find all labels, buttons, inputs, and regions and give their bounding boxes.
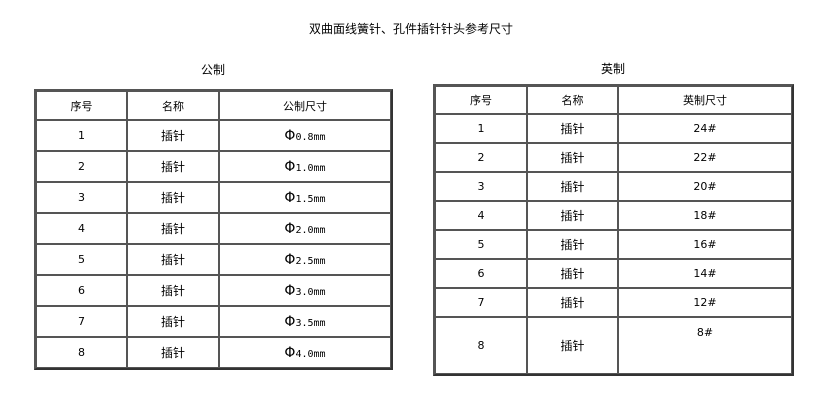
- size-value: 0.8mm: [295, 131, 326, 143]
- diameter-symbol: Φ: [284, 313, 296, 330]
- header-cell: 序号: [36, 91, 127, 120]
- table-row: 6 插针 14#: [435, 259, 792, 288]
- table-row: 2 插针 22#: [435, 143, 792, 172]
- row-size: Φ3.0mm: [219, 275, 391, 306]
- table-row: 4 插针 Φ2.0mm: [36, 213, 391, 244]
- imperial-table: 序号 名称 英制尺寸 1 插针 24# 2 插针 22# 3 插针 20# 4 插针 …: [433, 84, 794, 376]
- row-size: Φ1.0mm: [219, 151, 391, 182]
- row-name: 插针: [127, 337, 219, 368]
- diameter-symbol: Φ: [284, 158, 296, 175]
- row-number: 2: [36, 151, 127, 182]
- row-name: 插针: [527, 230, 618, 259]
- table-header-row: 序号 名称 公制尺寸: [36, 91, 391, 120]
- row-size: Φ3.5mm: [219, 306, 391, 337]
- size-value: 3.5mm: [295, 317, 326, 329]
- table-row: 3 插针 Φ1.5mm: [36, 182, 391, 213]
- row-number: 4: [36, 213, 127, 244]
- row-size: 8#: [618, 317, 792, 374]
- row-size: Φ2.5mm: [219, 244, 391, 275]
- row-number: 6: [36, 275, 127, 306]
- table-row: 2 插针 Φ1.0mm: [36, 151, 391, 182]
- row-number: 1: [36, 120, 127, 151]
- table-row: 6 插针 Φ3.0mm: [36, 275, 391, 306]
- header-cell: 英制尺寸: [618, 86, 792, 114]
- row-number: 4: [435, 201, 527, 230]
- metric-caption: 公制: [200, 63, 225, 77]
- diameter-symbol: Φ: [284, 282, 296, 299]
- size-value: 1.0mm: [295, 162, 326, 174]
- row-name: 插针: [527, 114, 618, 143]
- row-number: 8: [36, 337, 127, 368]
- row-size: 20#: [618, 172, 792, 201]
- row-size: Φ2.0mm: [219, 213, 391, 244]
- row-name: 插针: [527, 143, 618, 172]
- table-row: 7 插针 12#: [435, 288, 792, 317]
- row-name: 插针: [127, 182, 219, 213]
- row-size: Φ1.5mm: [219, 182, 391, 213]
- row-size: 22#: [618, 143, 792, 172]
- table-row: 4 插针 18#: [435, 201, 792, 230]
- row-name: 插针: [127, 213, 219, 244]
- row-number: 7: [36, 306, 127, 337]
- page-title: 双曲面线簧针、孔件插针针头参考尺寸: [308, 22, 513, 36]
- table-row: 5 插针 Φ2.5mm: [36, 244, 391, 275]
- table-row: 7 插针 Φ3.5mm: [36, 306, 391, 337]
- row-name: 插针: [527, 317, 618, 374]
- size-value: 3.0mm: [295, 286, 326, 298]
- table-header-row: 序号 名称 英制尺寸: [435, 86, 792, 114]
- size-value: 1.5mm: [295, 193, 326, 205]
- diameter-symbol: Φ: [284, 189, 296, 206]
- row-name: 插针: [527, 288, 618, 317]
- header-cell: 名称: [527, 86, 618, 114]
- row-size: 14#: [618, 259, 792, 288]
- diameter-symbol: Φ: [284, 344, 296, 361]
- table-row: 5 插针 16#: [435, 230, 792, 259]
- table-row: 8 插针 Φ4.0mm: [36, 337, 391, 368]
- row-number: 6: [435, 259, 527, 288]
- size-value: 4.0mm: [295, 348, 326, 360]
- table-row: 8 插针 8#: [435, 317, 792, 374]
- row-name: 插针: [527, 172, 618, 201]
- diameter-symbol: Φ: [284, 220, 296, 237]
- table-row: 3 插针 20#: [435, 172, 792, 201]
- row-number: 7: [435, 288, 527, 317]
- diameter-symbol: Φ: [284, 127, 296, 144]
- row-name: 插针: [527, 259, 618, 288]
- row-name: 插针: [127, 244, 219, 275]
- row-number: 5: [36, 244, 127, 275]
- header-cell: 序号: [435, 86, 527, 114]
- header-cell: 公制尺寸: [219, 91, 391, 120]
- row-number: 5: [435, 230, 527, 259]
- row-size: 16#: [618, 230, 792, 259]
- size-value: 2.5mm: [295, 255, 326, 267]
- row-name: 插针: [127, 120, 219, 151]
- row-size: Φ4.0mm: [219, 337, 391, 368]
- row-name: 插针: [127, 151, 219, 182]
- row-number: 3: [36, 182, 127, 213]
- diameter-symbol: Φ: [284, 251, 296, 268]
- row-name: 插针: [527, 201, 618, 230]
- row-name: 插针: [127, 306, 219, 337]
- table-row: 1 插针 24#: [435, 114, 792, 143]
- row-size: 18#: [618, 201, 792, 230]
- size-value: 2.0mm: [295, 224, 326, 236]
- row-size: Φ0.8mm: [219, 120, 391, 151]
- table-row: 1 插针 Φ0.8mm: [36, 120, 391, 151]
- row-number: 3: [435, 172, 527, 201]
- row-number: 2: [435, 143, 527, 172]
- header-cell: 名称: [127, 91, 219, 120]
- imperial-caption: 英制: [600, 62, 625, 76]
- metric-table: 序号 名称 公制尺寸 1 插针 Φ0.8mm 2 插针 Φ1.0mm 3 插针 Φ1…: [34, 89, 393, 370]
- row-name: 插针: [127, 275, 219, 306]
- row-number: 1: [435, 114, 527, 143]
- row-size: 12#: [618, 288, 792, 317]
- row-size: 24#: [618, 114, 792, 143]
- row-number: 8: [435, 317, 527, 374]
